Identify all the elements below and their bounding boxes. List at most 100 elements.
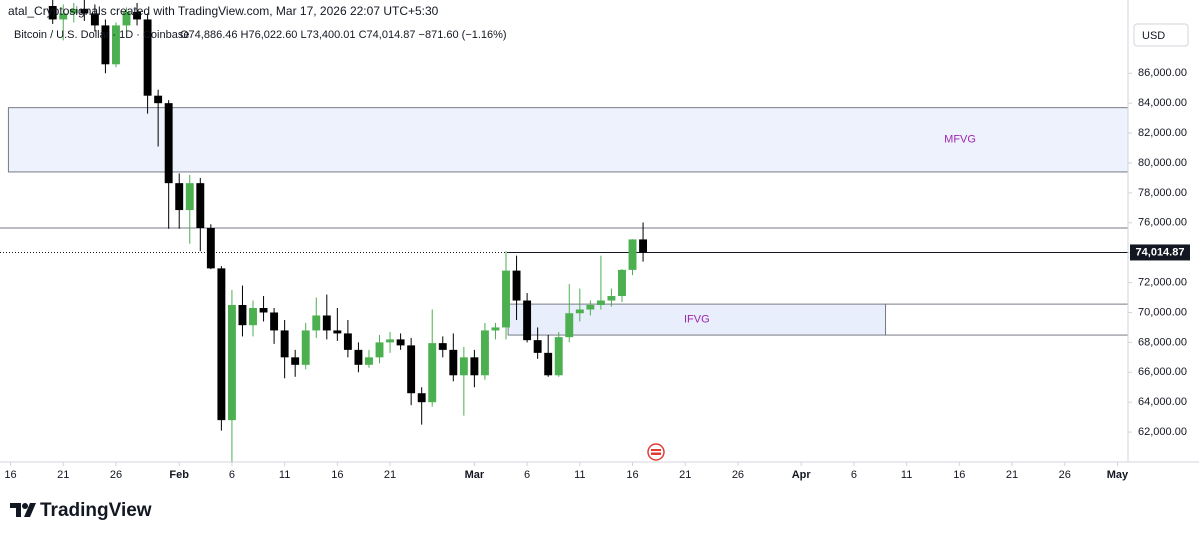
y-tick-label: 82,000.00 — [1138, 127, 1187, 139]
flag-icon — [647, 443, 665, 461]
candle-body — [596, 300, 605, 306]
candle-body — [417, 393, 426, 403]
candle-body — [280, 330, 289, 358]
x-tick-label: 26 — [1059, 469, 1071, 481]
candle-body — [101, 25, 110, 65]
x-tick-label: 11 — [574, 469, 585, 481]
currency[interactable]: USD — [1142, 30, 1165, 42]
symbol: Bitcoin / U.S. Dollar · 1D · Coinbase — [14, 29, 189, 41]
x-tick-label: 21 — [679, 469, 691, 481]
x-tick-label: 11 — [279, 469, 290, 481]
candle-body — [154, 95, 163, 104]
candle-body — [449, 349, 458, 376]
candle-body — [512, 270, 521, 301]
candle-body — [607, 296, 616, 301]
x-tick-label: 6 — [524, 469, 530, 481]
candle-body — [396, 339, 405, 346]
candle-body — [217, 268, 226, 421]
candle-body — [48, 5, 57, 20]
candle-body — [69, 8, 78, 14]
zone — [7, 107, 1129, 173]
candle-body — [533, 340, 542, 353]
candle-body — [575, 309, 584, 314]
zone-label: MFVG — [944, 134, 976, 146]
candle-body — [586, 305, 595, 310]
y-tick-label: 86,000.00 — [1138, 67, 1187, 79]
x-tick-label: 16 — [331, 469, 343, 481]
candle-body — [259, 308, 268, 313]
x-tick-label: Mar — [465, 469, 485, 481]
candle-body — [196, 183, 205, 229]
candle-body — [375, 342, 384, 358]
x-tick-label: 16 — [953, 469, 965, 481]
x-tick-label: May — [1107, 469, 1129, 481]
candle-body — [227, 305, 236, 421]
candle-body — [249, 308, 257, 326]
candle-body — [122, 11, 131, 26]
candle-body — [270, 312, 279, 331]
candle-body — [333, 330, 342, 334]
candle-body — [480, 330, 489, 376]
x-tick-label: 6 — [851, 469, 857, 481]
candle-body — [343, 333, 352, 350]
candle-body — [628, 239, 637, 270]
plot-area: MFVG IFVG — [0, 0, 1129, 462]
x-tick-label: 21 — [384, 469, 396, 481]
candle-body — [59, 13, 68, 20]
y-tick-label: 80,000.00 — [1138, 157, 1187, 169]
candle-body — [491, 327, 500, 331]
x-tick-label: 16 — [626, 469, 638, 481]
x-tick-label: 16 — [4, 469, 16, 481]
y-tick-label: 62,000.00 — [1138, 426, 1187, 438]
candle-body — [565, 313, 574, 338]
candle-body — [365, 357, 373, 365]
x-tick-label: Apr — [792, 469, 812, 481]
y-tick-label: 66,000.00 — [1138, 366, 1187, 378]
x-tick-label: 21 — [1006, 469, 1018, 481]
candle-body — [301, 330, 310, 365]
candle-body — [143, 19, 152, 96]
zone — [885, 303, 1129, 336]
candle-body — [438, 343, 447, 350]
y-tick-label: 76,000.00 — [1138, 217, 1187, 229]
candle-body — [90, 13, 99, 26]
candle-body — [112, 25, 120, 65]
x-tick-label: 26 — [110, 469, 122, 481]
candle-body — [470, 357, 479, 376]
candle-body — [322, 315, 331, 331]
candle-body — [639, 239, 648, 253]
candle-body — [185, 183, 194, 211]
candle-body — [80, 8, 89, 14]
x-tick-label: 26 — [732, 469, 744, 481]
y-tick-label: 70,000.00 — [1138, 306, 1187, 318]
currency-box[interactable] — [1133, 23, 1189, 47]
candle-body — [523, 300, 532, 341]
candle-body — [175, 183, 184, 211]
x-tick-label: 21 — [57, 469, 69, 481]
x-tick-label: 11 — [901, 469, 912, 481]
candle-body — [544, 352, 553, 376]
last-price-label: 74,014.87 — [1136, 246, 1185, 258]
y-tick-label: 68,000.00 — [1138, 336, 1187, 348]
candle-body — [206, 228, 215, 269]
candle-body — [618, 269, 626, 297]
candle-body — [312, 315, 321, 331]
candle-body — [291, 357, 300, 365]
candle-body — [502, 270, 510, 328]
y-tick-label: 84,000.00 — [1138, 97, 1187, 109]
zone-label: IFVG — [684, 313, 710, 325]
y-tick-label: 72,000.00 — [1138, 276, 1187, 288]
candle-body — [133, 11, 141, 20]
candle-body — [164, 103, 173, 184]
candle-body — [386, 339, 395, 343]
logo-icon — [10, 503, 36, 517]
ohlc-legend: O74,886.46 H76,022.60 L73,400.01 C74,014… — [180, 29, 507, 41]
last-price-box — [1130, 244, 1190, 261]
candle-body — [554, 337, 563, 376]
brand: TradingView — [40, 500, 152, 521]
y-tick-label: 64,000.00 — [1138, 396, 1187, 408]
y-tick-label: 78,000.00 — [1138, 187, 1187, 199]
candle-body — [354, 349, 363, 365]
